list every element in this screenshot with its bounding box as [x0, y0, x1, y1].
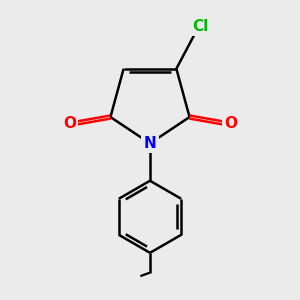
Text: O: O: [63, 116, 76, 131]
Text: Cl: Cl: [192, 19, 209, 34]
Text: O: O: [224, 116, 237, 131]
Text: N: N: [144, 136, 156, 151]
